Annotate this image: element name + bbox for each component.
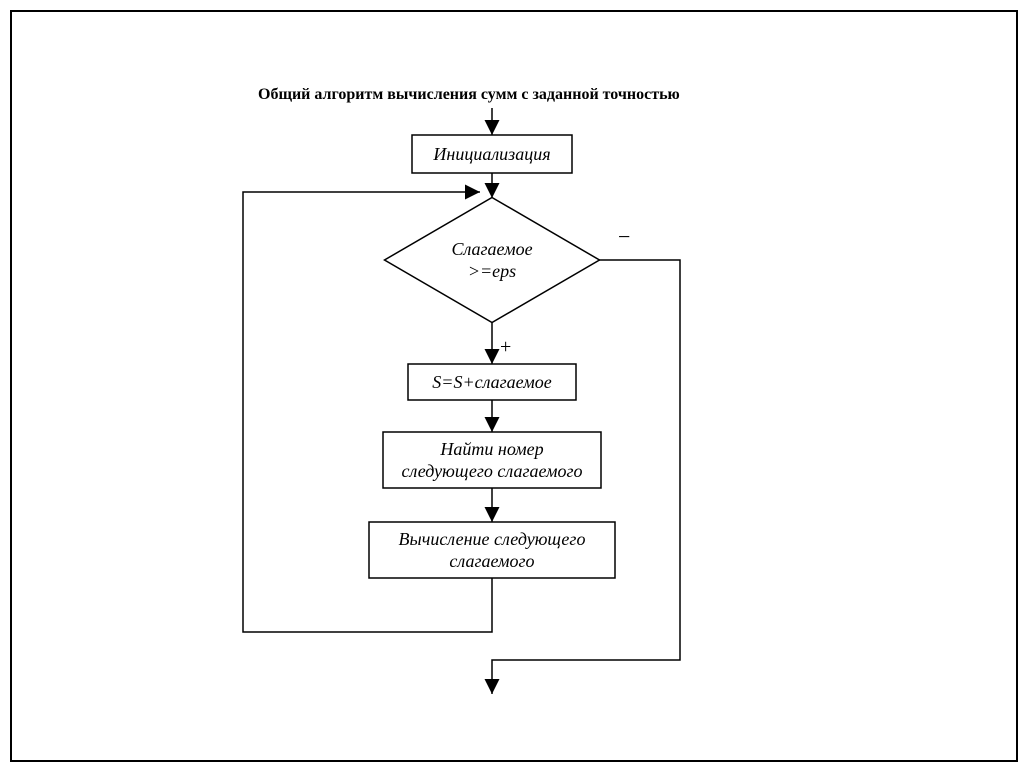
- node-decision-label: Слагаемое>=eps: [385, 198, 600, 323]
- node-next-index-label: Найти номерследующего слагаемого: [383, 432, 601, 488]
- branch-label-false: −: [618, 224, 630, 250]
- node-calc-next-label: Вычисление следующегослагаемого: [369, 522, 615, 578]
- node-init-label: Инициализация: [412, 135, 572, 173]
- node-sum-label: S=S+слагаемое: [408, 364, 576, 400]
- branch-label-true: +: [500, 336, 511, 359]
